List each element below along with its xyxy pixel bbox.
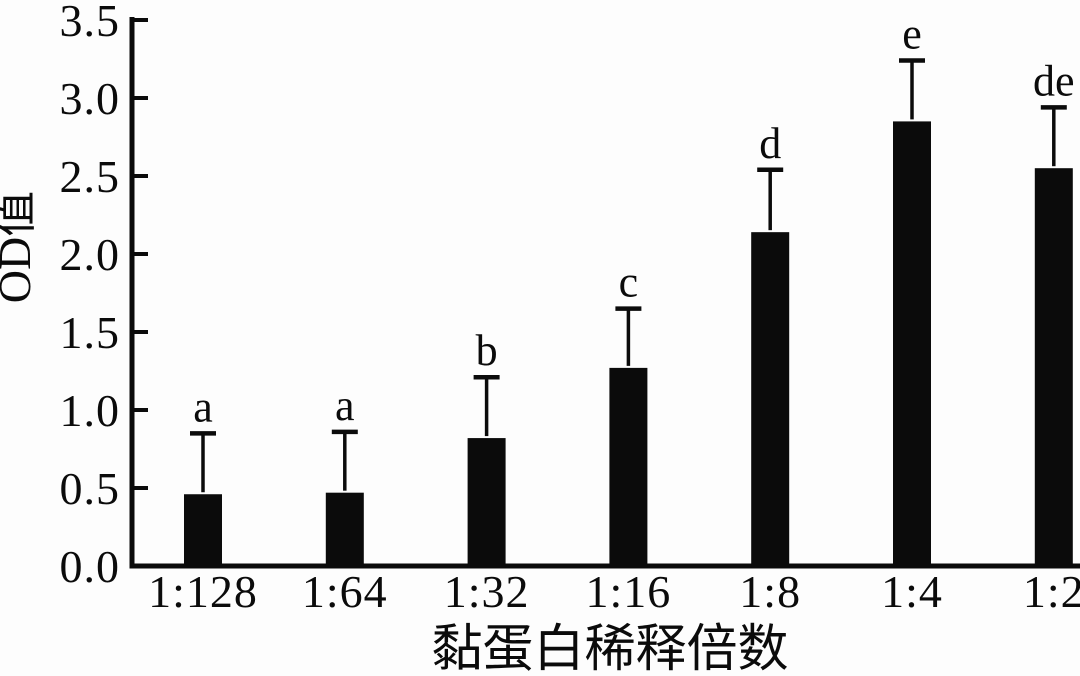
significance-letter: a: [193, 382, 213, 431]
x-tick-label: 1:128: [148, 566, 258, 617]
significance-letter: e: [902, 10, 922, 59]
x-tick-label: 1:64: [302, 566, 388, 617]
x-tick-label: 1:8: [739, 566, 801, 617]
bar: [751, 232, 790, 568]
bar: [609, 367, 648, 568]
plot-area: 0.0 0.5 1.0 1.5 2.0 2.5 3.0 3.5 a 1:128 a 1:64 b 1:32…: [60, 0, 1080, 617]
bar: [1034, 168, 1073, 568]
y-tick-label: 0.5: [60, 463, 121, 514]
y-tick-label: 2.0: [60, 229, 121, 280]
bar: [893, 121, 931, 569]
significance-letter: b: [476, 326, 498, 375]
y-tick-label: 0.0: [60, 541, 121, 592]
x-tick-label: 1:32: [444, 566, 530, 617]
x-tick-label: 1:16: [586, 566, 672, 617]
significance-letter: c: [619, 258, 639, 307]
x-axis-title: 黏蛋白稀释倍数: [431, 622, 788, 676]
y-tick-label: 1.0: [60, 385, 121, 436]
significance-letter: a: [335, 381, 355, 430]
y-tick-label: 2.5: [60, 151, 121, 202]
bar: [467, 438, 506, 568]
y-tick-label: 3.0: [60, 73, 121, 124]
x-tick-label: 1:2: [1023, 566, 1080, 617]
y-tick-label: 3.5: [60, 0, 121, 46]
significance-letter: d: [759, 119, 781, 168]
bar: [325, 492, 364, 568]
y-axis-title: OD值: [0, 191, 40, 303]
bar: [184, 494, 222, 568]
significance-letter: de: [1033, 56, 1075, 105]
x-tick-label: 1:4: [881, 566, 943, 617]
y-tick-label: 1.5: [60, 307, 121, 358]
